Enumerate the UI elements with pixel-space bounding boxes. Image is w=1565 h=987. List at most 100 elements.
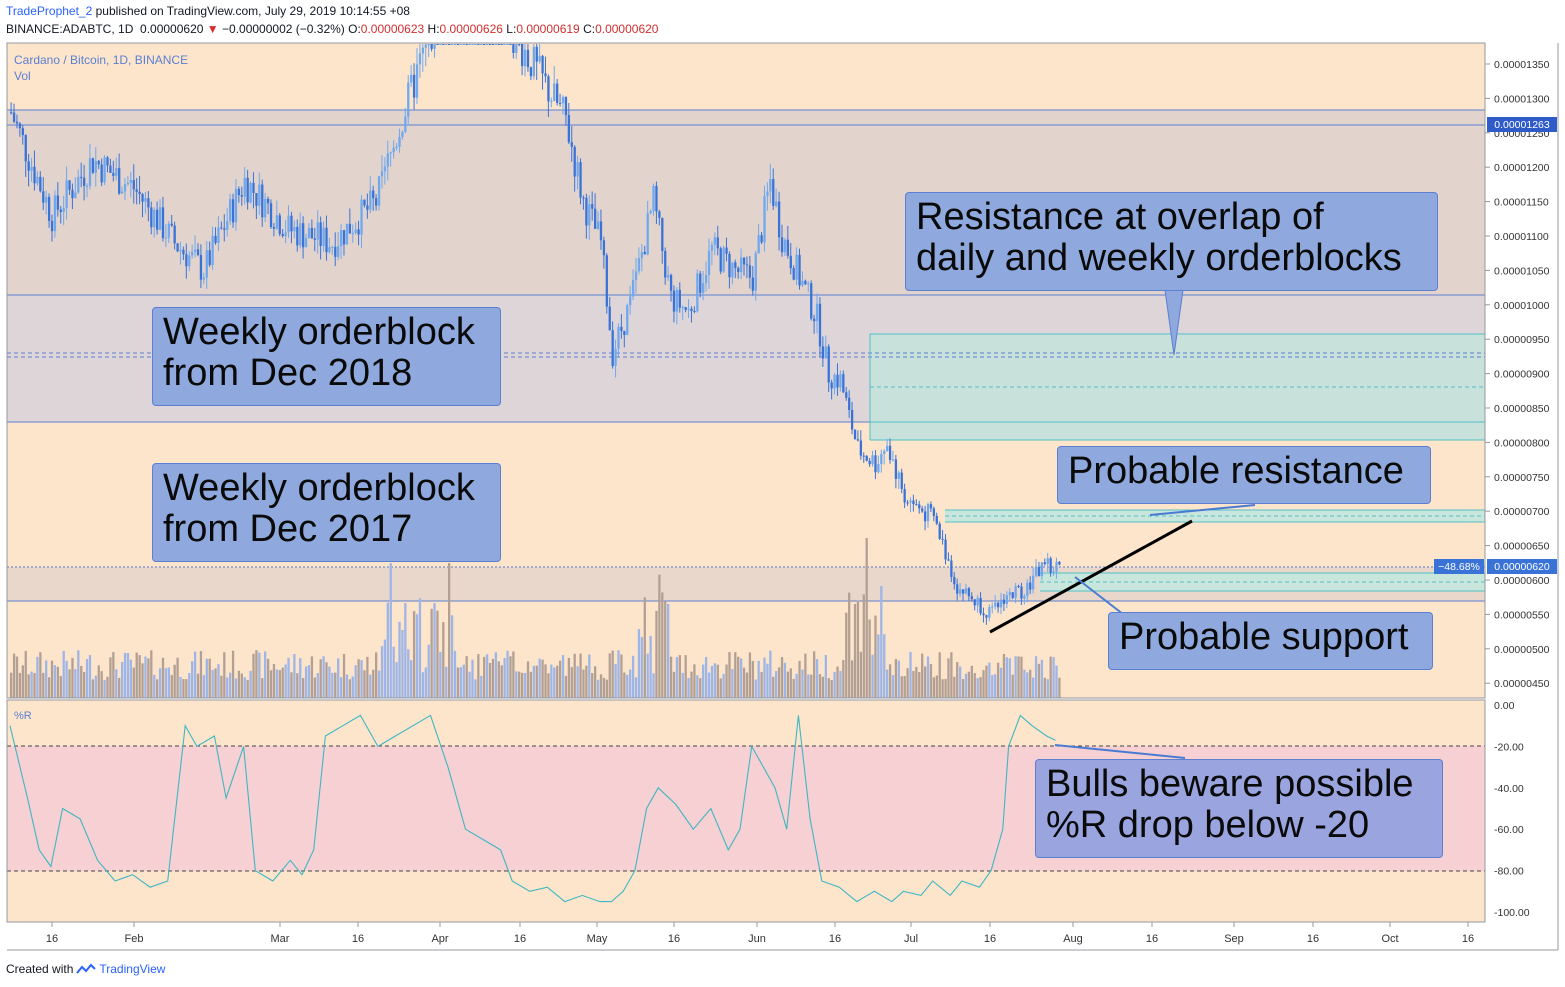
candle-body bbox=[929, 504, 933, 509]
volume-bar bbox=[36, 656, 39, 698]
volume-bar bbox=[883, 634, 886, 698]
volume-bar bbox=[220, 675, 223, 698]
volume-bar bbox=[558, 660, 562, 698]
candle-body bbox=[675, 289, 679, 312]
volume-bar bbox=[275, 669, 279, 698]
volume-bar bbox=[640, 636, 644, 698]
volume-bar bbox=[193, 651, 197, 698]
candle-body bbox=[220, 227, 223, 229]
candle-body bbox=[380, 171, 384, 177]
candle-body bbox=[894, 459, 898, 479]
candle-body bbox=[129, 179, 133, 183]
candle-body bbox=[614, 348, 617, 366]
volume-bar bbox=[704, 657, 708, 698]
candle-body bbox=[529, 67, 533, 77]
volume-bar bbox=[979, 677, 982, 698]
candle-body bbox=[888, 445, 892, 461]
candle-body bbox=[576, 162, 579, 177]
volume-bar bbox=[710, 665, 714, 698]
time-tick-label: Mar bbox=[271, 933, 290, 945]
candle-body bbox=[115, 168, 118, 176]
volume-bar bbox=[191, 661, 194, 698]
candle-body bbox=[383, 166, 387, 172]
candle-body bbox=[786, 239, 790, 256]
candle-body bbox=[74, 192, 77, 199]
volume-bar bbox=[261, 678, 264, 698]
volume-bar bbox=[21, 665, 24, 698]
volume-bar bbox=[538, 658, 541, 698]
volume-bar bbox=[342, 653, 346, 698]
volume-bar bbox=[929, 664, 933, 698]
candle-body bbox=[649, 211, 652, 214]
volume-bar bbox=[556, 665, 559, 698]
volume-bar bbox=[252, 653, 255, 698]
candle-body bbox=[150, 207, 153, 228]
volume-bar bbox=[389, 563, 392, 698]
candle-body bbox=[994, 602, 997, 607]
candle-body bbox=[415, 64, 419, 98]
candle-body bbox=[36, 176, 39, 184]
volume-bar bbox=[71, 657, 74, 698]
candle-body bbox=[687, 308, 690, 310]
volume-bar bbox=[722, 673, 725, 698]
candle-body bbox=[91, 158, 95, 173]
volume-bar bbox=[109, 657, 112, 698]
author-link[interactable]: TradeProphet_2 bbox=[6, 4, 93, 18]
badge-1263-text: 0.00001263 bbox=[1494, 119, 1550, 131]
price-tick-label: 0.00000900 bbox=[1494, 369, 1550, 381]
volume-bar bbox=[112, 652, 115, 698]
candle-body bbox=[982, 613, 985, 616]
volume-bar bbox=[103, 679, 106, 698]
bulls-beware-pointer bbox=[1054, 744, 1186, 759]
candle-body bbox=[445, 44, 448, 45]
volume-bar bbox=[299, 658, 302, 698]
candle-body bbox=[1014, 585, 1017, 598]
candle-body bbox=[10, 112, 13, 114]
down-arrow-icon: ▼ bbox=[206, 22, 219, 36]
volume-bar bbox=[915, 666, 918, 698]
volume-bar bbox=[448, 563, 451, 698]
volume-bar bbox=[725, 664, 728, 698]
volume-bar bbox=[412, 611, 416, 698]
candle-body bbox=[424, 44, 427, 48]
volume-bar bbox=[47, 677, 51, 698]
volume-bar bbox=[810, 674, 813, 698]
candle-body bbox=[462, 44, 465, 45]
price-tick-label: 0.00000850 bbox=[1494, 403, 1550, 415]
tradingview-brand[interactable]: TradingView bbox=[99, 962, 166, 976]
open-value: 0.00000623 bbox=[360, 22, 425, 36]
candle-body bbox=[862, 455, 865, 457]
candle-body bbox=[801, 280, 804, 286]
volume-bar bbox=[471, 659, 474, 698]
candle-body bbox=[56, 195, 60, 210]
candle-body bbox=[100, 164, 103, 183]
volume-bar bbox=[515, 671, 518, 698]
candle-body bbox=[135, 189, 138, 192]
volume-bar bbox=[585, 665, 588, 698]
volume-bar bbox=[383, 639, 387, 698]
volume-bar bbox=[468, 671, 471, 698]
volume-bars bbox=[10, 538, 1061, 698]
candle-body bbox=[874, 455, 877, 473]
candle-body bbox=[506, 44, 509, 45]
candle-body bbox=[237, 188, 241, 196]
ohlc-header: BINANCE:ADABTC, 1D 0.00000620 ▼ −0.00000… bbox=[6, 22, 658, 36]
high-label: H: bbox=[427, 22, 440, 36]
volume-bar bbox=[430, 608, 433, 698]
price-tick-label: 0.00001050 bbox=[1494, 265, 1550, 277]
volume-bar bbox=[351, 676, 354, 698]
price-tick-label: 0.00000500 bbox=[1494, 644, 1550, 656]
candle-body bbox=[850, 410, 854, 430]
volume-bar bbox=[375, 652, 378, 698]
volume-bar bbox=[264, 651, 267, 698]
candle-body bbox=[667, 275, 670, 278]
candle-body bbox=[500, 44, 503, 45]
candle-body bbox=[988, 607, 991, 618]
callout-line: from Dec 2018 bbox=[163, 352, 413, 394]
candle-body bbox=[588, 204, 591, 226]
candle-body bbox=[815, 303, 819, 322]
volume-bar bbox=[196, 673, 200, 698]
time-axis-labels: 16 Feb Mar 16 Apr 16 May 16 Jun 16 Jul 16 Aug 16 Sep 16… bbox=[46, 922, 1474, 945]
candle-body bbox=[883, 450, 886, 454]
volume-bar bbox=[532, 665, 535, 698]
